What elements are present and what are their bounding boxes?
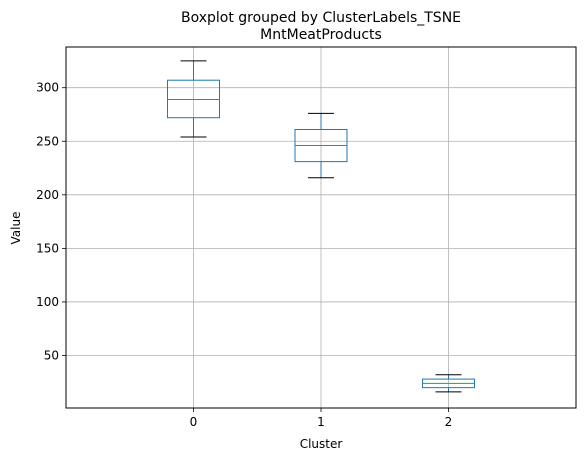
x-axis-label: Cluster: [300, 437, 343, 451]
boxes-group: [167, 60, 475, 393]
chart-suptitle: Boxplot grouped by ClusterLabels_TSNE: [181, 10, 461, 26]
y-tick-label: 150: [36, 241, 59, 255]
x-tick-label: 2: [445, 415, 453, 429]
box-cluster-0: [167, 60, 220, 138]
y-tick-label: 100: [36, 295, 59, 309]
box-cluster-1: [294, 112, 348, 179]
grid-lines: [66, 47, 576, 408]
y-tick-label: 200: [36, 188, 59, 202]
y-tick-label: 250: [36, 134, 59, 148]
chart-title: MntMeatProducts: [260, 27, 382, 43]
y-tick-label: 300: [36, 81, 59, 95]
y-axis-ticks: 50 100 150 200 250 300: [36, 81, 66, 363]
x-tick-label: 0: [190, 415, 198, 429]
x-axis-ticks: 0 1 2: [190, 408, 453, 429]
iqr-box: [167, 79, 220, 119]
box-cluster-2: [422, 374, 475, 393]
y-tick-label: 50: [44, 349, 59, 363]
x-tick-label: 1: [317, 415, 325, 429]
y-axis-label: Value: [9, 212, 23, 245]
